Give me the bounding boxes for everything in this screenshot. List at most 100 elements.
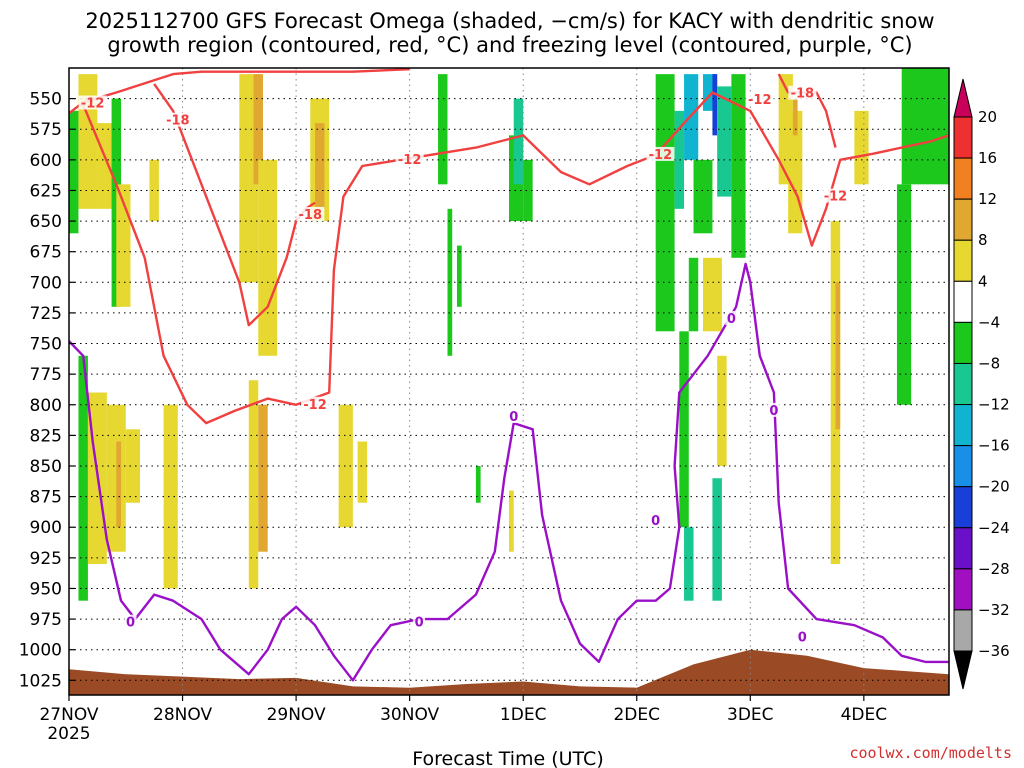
gridlines <box>68 68 949 695</box>
contour-label: -18 <box>166 114 190 129</box>
colorbar-level-label: −28 <box>978 560 1010 578</box>
omega-cell <box>149 159 159 222</box>
contour-label: 0 <box>727 312 736 327</box>
colorbar-swatch <box>953 157 973 200</box>
omega-cell <box>513 98 524 185</box>
y-tick-label: 900 <box>30 518 62 538</box>
colorbar: 20 16 12 8 4 −4 −8 −12 −16 −20 −24 −28 −32 −36 <box>953 78 1010 690</box>
contour-label-bg <box>413 614 426 629</box>
omega-cell <box>438 74 448 185</box>
y-tick-label: 625 <box>30 181 62 201</box>
x-tick-label: 30NOV <box>380 705 439 725</box>
colorbar-swatch <box>953 486 973 529</box>
x-tick-sublabel: 2025 <box>47 724 90 744</box>
omega-cell <box>338 404 353 528</box>
y-tick-label: 600 <box>30 151 62 171</box>
colorbar-level-label: 20 <box>978 108 997 126</box>
omega-cell <box>792 98 798 136</box>
colorbar-swatch <box>953 609 973 652</box>
credit-text: coolwx.com/modelts <box>849 744 1012 762</box>
colorbar-level-label: −20 <box>978 478 1010 496</box>
contour-label: -12 <box>81 97 105 112</box>
contour-label: -12 <box>824 190 848 205</box>
y-tick-label: 950 <box>30 579 62 599</box>
plot-frame <box>68 67 950 696</box>
x-tick-label: 3DEC <box>727 705 774 725</box>
contour-label: -18 <box>299 208 323 223</box>
contour-label-bg <box>788 85 817 100</box>
contour-label: 0 <box>798 630 807 645</box>
chart-title-line1: 2025112700 GFS Forecast Omega (shaded, −… <box>85 9 934 33</box>
omega-cell <box>125 429 140 503</box>
y-tick-label: 925 <box>30 549 62 569</box>
colorbar-swatch <box>953 362 973 406</box>
x-tick-label: 4DEC <box>841 705 888 725</box>
y-tick-label: 975 <box>30 610 62 630</box>
colorbar-swatch <box>953 321 973 364</box>
contour-label-bg <box>649 513 662 528</box>
contour-label: 0 <box>126 616 135 631</box>
omega-cell <box>835 282 841 430</box>
contour-label-bg <box>796 629 809 644</box>
contour-label: 0 <box>509 410 518 425</box>
colorbar-level-label: −16 <box>978 437 1010 455</box>
omega-cell <box>258 404 268 552</box>
colorbar-level-label: −36 <box>978 642 1010 660</box>
surface-terrain <box>69 649 949 695</box>
y-tick-label: 725 <box>30 304 62 324</box>
colorbar-swatch <box>953 116 973 159</box>
colorbar-level-label: −32 <box>978 601 1010 619</box>
contour-label: -18 <box>791 87 815 102</box>
y-tick-label: 1025 <box>19 671 62 691</box>
y-tick-label: 675 <box>30 243 62 263</box>
omega-cell <box>712 478 722 601</box>
contour-dgz-minus18-right <box>777 73 837 148</box>
omega-cell <box>248 380 259 589</box>
contour-label-bg <box>725 311 738 326</box>
omega-cell <box>854 110 869 185</box>
contour-label-bg <box>296 206 325 221</box>
omega-cell <box>896 184 912 405</box>
contour-label-bg <box>767 402 780 417</box>
y-tick-label: 800 <box>30 396 62 416</box>
omega-cell <box>655 74 675 332</box>
contour-label-bg <box>646 146 675 161</box>
colorbar-swatch <box>953 198 973 241</box>
x-tick-label: 1DEC <box>500 705 547 725</box>
omega-cell <box>702 257 722 332</box>
y-tick-label: 1000 <box>19 641 62 661</box>
x-tick-label: 2DEC <box>613 705 660 725</box>
y-tick-label: 650 <box>30 212 62 232</box>
omega-cell <box>523 159 533 222</box>
omega-cell <box>674 110 685 209</box>
omega-cell <box>78 74 98 209</box>
colorbar-swatch <box>953 568 973 611</box>
y-tick-label: 825 <box>30 426 62 446</box>
y-axis-ticks: 550 575 600 625 650 675 700 725 750 775 800 825 850 8… <box>19 90 75 691</box>
contour-label-bg <box>78 95 107 110</box>
y-tick-label: 775 <box>30 365 62 385</box>
x-axis-label: Forecast Time (UTC) <box>412 748 603 768</box>
omega-cell <box>253 74 263 185</box>
contour-label-bg <box>301 396 330 411</box>
contour-label-bg <box>507 409 520 424</box>
colorbar-level-label: −24 <box>978 519 1010 537</box>
surface-terrain-layer <box>69 649 949 695</box>
colorbar-swatch <box>953 239 973 282</box>
omega-cell <box>258 159 278 356</box>
contour-label-bg <box>395 151 424 166</box>
omega-cell <box>509 490 514 552</box>
colorbar-swatch <box>953 280 973 323</box>
omega-cell <box>717 86 732 197</box>
colorbar-level-label: 12 <box>978 190 997 208</box>
omega-cell <box>78 355 88 601</box>
contour-dgz-minus12-main <box>82 91 949 425</box>
contour-label-bg <box>163 112 192 127</box>
omega-cell <box>69 110 79 234</box>
contour-label: 0 <box>415 616 424 631</box>
omega-cell <box>731 74 746 258</box>
omega-cell <box>456 245 462 307</box>
